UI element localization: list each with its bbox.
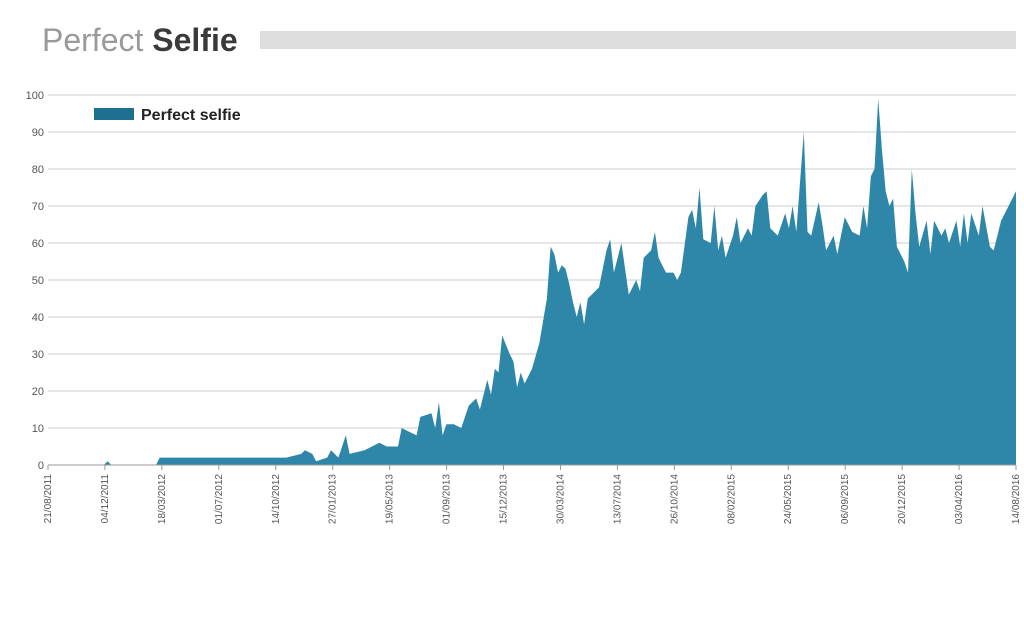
y-tick-label: 90 (32, 127, 44, 139)
series-area-perfect-selfie (48, 98, 1016, 465)
legend-label: Perfect selfie (141, 107, 241, 124)
y-tick-label: 30 (32, 349, 44, 361)
y-tick-label: 10 (32, 423, 44, 435)
x-tick-label: 20/12/2015 (897, 474, 908, 524)
y-tick-label: 20 (32, 386, 44, 398)
x-tick-label: 24/05/2015 (783, 474, 794, 524)
y-tick-label: 60 (32, 238, 44, 250)
y-tick-label: 50 (32, 275, 44, 287)
x-tick-label: 26/10/2014 (669, 474, 680, 524)
y-tick-label: 100 (26, 90, 44, 102)
y-tick-label: 80 (32, 164, 44, 176)
title-decoration-bar (260, 31, 1016, 49)
y-tick-label: 70 (32, 201, 44, 213)
x-tick-label: 04/12/2011 (100, 474, 111, 524)
legend: Perfect selfie (94, 107, 241, 124)
chart-title-text: Perfect Selfie (42, 20, 238, 60)
x-tick-label: 14/08/2016 (1011, 474, 1022, 524)
title-bold: Selfie (152, 22, 238, 58)
x-tick-label: 08/02/2015 (726, 474, 737, 524)
x-tick-label: 03/04/2016 (954, 474, 965, 524)
x-tick-label: 15/12/2013 (499, 474, 510, 524)
title-light: Perfect (42, 22, 153, 58)
chart-title: Perfect Selfie (42, 20, 238, 60)
x-tick-label: 27/01/2013 (328, 474, 339, 524)
x-tick-label: 01/07/2012 (214, 474, 225, 524)
x-tick-label: 14/10/2012 (271, 474, 282, 524)
x-tick-label: 30/03/2014 (555, 474, 566, 524)
x-tick-label: 18/03/2012 (157, 474, 168, 524)
x-tick-label: 19/05/2013 (385, 474, 396, 524)
y-tick-label: 40 (32, 312, 44, 324)
x-tick-label: 01/09/2013 (442, 474, 453, 524)
x-tick-label: 13/07/2014 (612, 474, 623, 524)
x-tick-label: 06/09/2015 (840, 474, 851, 524)
x-axis-ticks: 21/08/2011 04/12/2011 18/03/2012 01/07/2012… (43, 465, 1022, 524)
x-tick-label: 21/08/2011 (43, 474, 54, 524)
y-axis-ticks: 0 10 20 30 40 50 60 70 80 90 100 (26, 90, 44, 472)
y-tick-label: 0 (38, 460, 44, 472)
legend-swatch (94, 108, 134, 120)
